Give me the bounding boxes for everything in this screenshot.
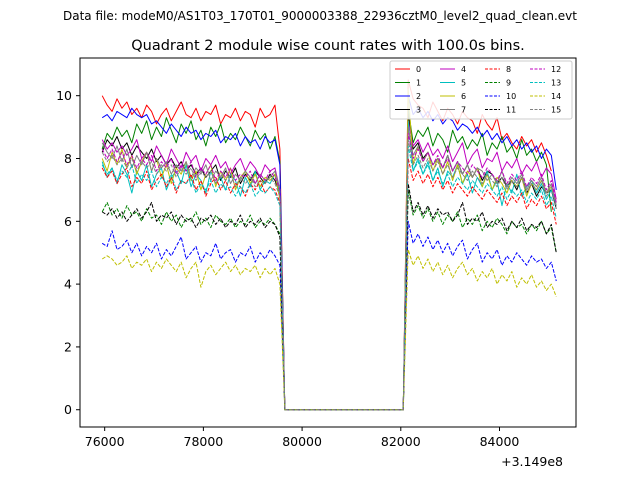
legend-label-0: 0 [416, 65, 421, 74]
chart-title: Quadrant 2 module wise count rates with … [131, 38, 525, 54]
figure-suptitle: Data file: modeM0/AS1T03_170T01_90000033… [63, 9, 577, 23]
legend-label-3: 3 [416, 106, 421, 115]
legend-label-12: 12 [551, 65, 561, 74]
axes-frame [79, 57, 577, 428]
legend-box [389, 60, 573, 120]
x-offset-label: +3.149e8 [501, 454, 563, 469]
x-tick-label: 80000 [282, 434, 322, 449]
legend-label-15: 15 [551, 106, 561, 115]
x-tick-label: 76000 [85, 434, 125, 449]
legend-label-11: 11 [506, 106, 516, 115]
legend-label-10: 10 [506, 92, 516, 101]
legend-label-2: 2 [416, 92, 421, 101]
legend-label-1: 1 [416, 79, 421, 88]
series-line-10 [101, 220, 557, 411]
y-tick-label: 8 [64, 151, 72, 166]
x-tick-label: 78000 [184, 434, 224, 449]
y-tick-label: 6 [64, 214, 72, 229]
legend-label-7: 7 [461, 106, 466, 115]
x-tick-label: 82000 [381, 434, 421, 449]
legend-label-14: 14 [551, 92, 561, 101]
legend-label-4: 4 [461, 65, 466, 74]
y-tick-label: 10 [56, 88, 72, 103]
series-line-15 [101, 139, 557, 411]
y-tick-label: 4 [64, 277, 72, 292]
x-axis: 76000 78000 80000 82000 84000 [85, 427, 520, 449]
series-group [101, 79, 557, 411]
legend-label-13: 13 [551, 79, 561, 88]
y-axis: 0 2 4 6 8 10 [56, 88, 80, 417]
y-tick-label: 2 [64, 339, 72, 354]
legend-label-5: 5 [461, 79, 466, 88]
y-tick-label: 0 [64, 402, 72, 417]
x-tick-label: 84000 [480, 434, 520, 449]
legend-label-9: 9 [506, 79, 511, 88]
legend-label-8: 8 [506, 65, 511, 74]
legend-label-6: 6 [461, 92, 466, 101]
